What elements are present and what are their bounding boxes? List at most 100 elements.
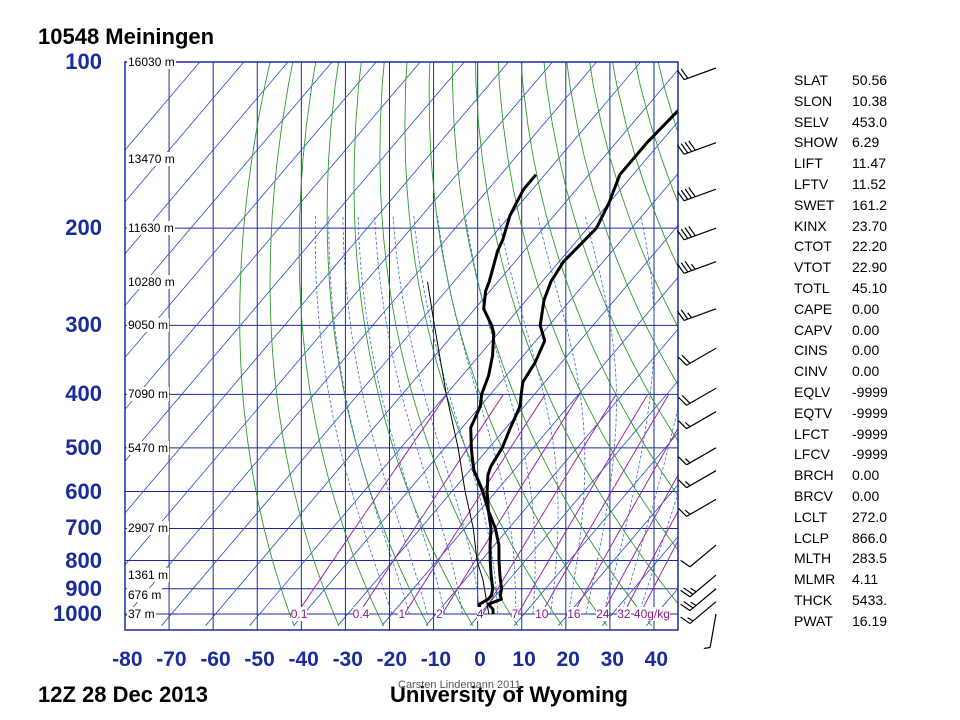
index-value: 161.2 <box>852 196 888 213</box>
mixing-ratio-label: 24 <box>596 607 610 621</box>
isotherm-line <box>469 380 678 626</box>
moist-adiabat <box>328 215 410 615</box>
mixing-ratio-label: 16 <box>567 607 581 621</box>
mixing-ratio-line <box>404 394 546 615</box>
barb-half-flag <box>684 458 691 464</box>
index-key: SHOW <box>794 134 838 151</box>
wind-barb <box>680 588 717 612</box>
barb-staff <box>683 188 717 202</box>
barb-flag <box>680 559 691 568</box>
index-row: MLTH 283.5 <box>794 550 887 566</box>
index-value: 272.0 <box>852 508 888 525</box>
isotherm-line <box>125 62 289 255</box>
mixing-ratio-line <box>540 394 670 615</box>
moist-adiabat <box>603 215 655 615</box>
index-value: 23.70 <box>852 217 888 234</box>
temperature-tick-label: 30 <box>600 648 624 671</box>
index-value: 0.00 <box>852 488 880 504</box>
index-key: EQTV <box>794 404 833 421</box>
mixing-ratio-label: 0.4 <box>352 607 370 621</box>
index-value: 22.20 <box>852 238 888 255</box>
moist-adiabat <box>584 215 617 615</box>
index-key: CTOT <box>794 238 832 255</box>
index-key: LCLT <box>794 508 828 525</box>
barb-half-flag <box>687 312 693 319</box>
height-label: 9050 m <box>127 318 170 333</box>
barb-flag <box>680 189 689 200</box>
timestamp: 12Z 28 Dec 2013 <box>38 682 209 707</box>
index-key: CINV <box>794 363 828 380</box>
wind-barb <box>680 574 717 598</box>
mixing-ratio-label: 1 <box>398 607 406 621</box>
barb-flag <box>678 396 687 406</box>
barb-flag <box>688 187 696 198</box>
height-label: 10280 m <box>127 274 176 289</box>
isotherm-line <box>161 62 642 626</box>
mixing-ratio-line <box>601 474 678 615</box>
index-row: SWET 161.2 <box>794 197 887 213</box>
temperature-tick-label: 40 <box>644 648 668 671</box>
temperature-tick-label: 0 <box>474 648 486 671</box>
mixing-ratio-label: 40g/kg <box>633 607 670 621</box>
wind-barb <box>678 347 717 366</box>
wind-barb <box>678 470 717 489</box>
index-value: 4.11 <box>852 571 879 588</box>
dry-adiabat <box>269 62 340 626</box>
pressure-tick-label: 100 <box>65 49 102 74</box>
barb-staff <box>683 142 717 155</box>
index-row: BRCV 0.00 <box>794 488 879 504</box>
height-label: 7090 m <box>127 387 170 402</box>
barb-staff <box>686 447 717 466</box>
isotherm-line <box>125 62 465 462</box>
index-value: 283.5 <box>852 550 888 567</box>
index-value: 0.00 <box>852 342 880 359</box>
moist-adiabat <box>537 215 586 615</box>
wind-barb <box>676 308 717 322</box>
index-value: -9999 <box>852 404 888 421</box>
isotherm-line <box>125 62 245 203</box>
barb-flag <box>681 354 691 364</box>
dry-adiabat <box>353 62 474 626</box>
index-row: SLAT 50.56 <box>794 72 887 88</box>
mixing-ratio-label: 32 <box>617 607 631 621</box>
index-value: 45.10 <box>852 280 888 296</box>
index-value: 50.56 <box>852 72 888 88</box>
temperature-tick-label: -40 <box>288 648 319 671</box>
barb-flag <box>680 143 689 154</box>
index-key: KINX <box>794 217 827 234</box>
isotherm-line <box>125 62 598 618</box>
barb-flag <box>678 420 687 430</box>
barb-staff <box>683 308 717 322</box>
index-row: CINS 0.00 <box>794 342 879 358</box>
index-value: 6.29 <box>852 134 880 151</box>
mixing-ratio-label: 2 <box>436 607 443 621</box>
barb-half-flag <box>703 646 711 650</box>
temperature-tick-label: 10 <box>512 648 536 671</box>
barb-flag <box>680 309 689 320</box>
isotherm-line <box>337 224 678 626</box>
height-label: 16030 m <box>127 55 176 69</box>
isotherm-line <box>125 62 333 307</box>
index-row: SHOW 6.29 <box>794 134 879 150</box>
dry-adiabat <box>543 62 678 442</box>
height-label: 2907 m <box>127 521 170 536</box>
temperature-tick-label: -60 <box>200 648 231 671</box>
barb-half-flag <box>684 509 691 515</box>
barb-staff <box>689 544 717 568</box>
barb-half-flag <box>690 601 697 606</box>
barb-flag <box>680 589 691 598</box>
index-row: CTOT 22.20 <box>794 238 887 254</box>
pressure-tick-label: 700 <box>65 515 102 541</box>
index-value: 453.0 <box>852 113 888 130</box>
barb-staff <box>686 387 717 406</box>
barb-flag <box>678 479 687 489</box>
isotherm-line <box>205 69 678 626</box>
isotherm-line <box>125 62 201 151</box>
index-value: -9999 <box>852 384 888 400</box>
index-row: LFTV 11.52 <box>794 176 886 192</box>
barb-staff <box>689 588 717 612</box>
barb-staff <box>683 227 717 241</box>
barb-flag <box>688 226 696 237</box>
barb-flag <box>678 456 687 466</box>
